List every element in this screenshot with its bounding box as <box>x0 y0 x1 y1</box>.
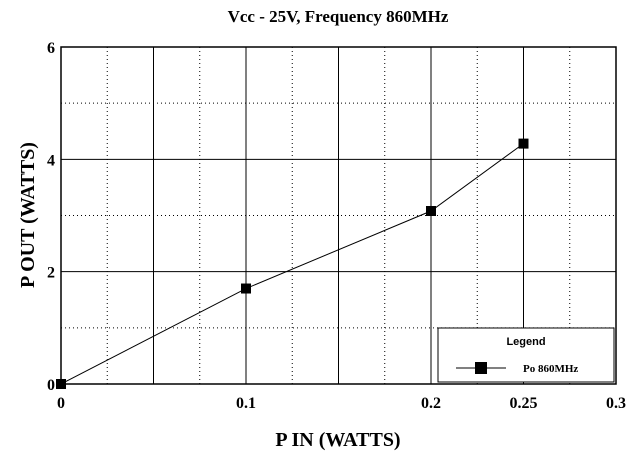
data-point <box>241 283 251 294</box>
y-tick-label: 4 <box>47 152 55 169</box>
series-line <box>60 143 524 385</box>
axes: 0 0.1 0.2 0.25 0.3 0 2 4 6 <box>47 40 626 412</box>
legend-series-label: Po 860MHz <box>523 363 578 375</box>
chart-title: Vcc - 25V, Frequency 860MHz <box>228 7 449 26</box>
plot-frame <box>60 46 617 385</box>
data-point <box>426 206 436 217</box>
x-tick-label: 0 <box>57 395 65 412</box>
series <box>56 138 529 389</box>
data-point <box>56 379 66 389</box>
y-tick-label: 2 <box>47 265 55 282</box>
data-point <box>518 138 529 149</box>
y-tick-label: 0 <box>47 377 55 394</box>
x-tick-label: 0.25 <box>510 395 538 412</box>
legend-title: Legend <box>506 336 545 348</box>
legend: Legend Po 860MHz <box>437 327 615 383</box>
y-axis-label: P OUT (WATTS) <box>17 142 39 288</box>
legend-marker <box>475 362 487 374</box>
x-tick-label: 0.2 <box>421 395 441 412</box>
x-tick-label: 0.1 <box>236 395 256 412</box>
grid <box>61 47 616 384</box>
legend-box <box>437 327 615 383</box>
x-axis-label: P IN (WATTS) <box>275 429 400 451</box>
y-tick-label: 6 <box>47 40 55 57</box>
x-tick-label: 0.3 <box>606 395 626 412</box>
